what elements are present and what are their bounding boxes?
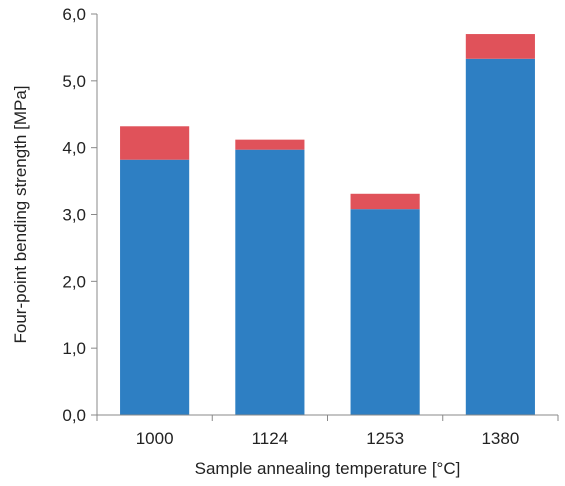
bar-segment-base [465,58,535,416]
bar-segment-base [235,149,305,415]
y-axis-ticks: 0,0 1,0 2,0 3,0 4,0 5,0 6,0 [62,5,97,425]
y-tick-label: 0,0 [62,406,86,425]
bars-layer [120,34,535,416]
bar-segment-top [465,34,535,59]
bar-segment-top [120,126,190,160]
y-tick-label: 2,0 [62,272,86,291]
bar-segment-top [350,193,420,210]
y-tick-label: 5,0 [62,72,86,91]
y-tick-label: 4,0 [62,139,86,158]
bar-segment-base [350,209,420,415]
x-tick-label: 1380 [481,429,519,448]
bar-segment-top [235,139,305,150]
x-axis-title: Sample annealing temperature [°C] [195,459,461,478]
y-tick-label: 6,0 [62,5,86,24]
x-tick-label: 1124 [252,429,289,448]
y-tick-label: 3,0 [62,206,86,225]
bar-segment-base [120,159,190,415]
x-tick-label: 1253 [366,429,404,448]
x-tick-label: 1000 [136,429,174,448]
y-axis-title: Four-point bending strength [MPa] [11,86,30,344]
y-tick-label: 1,0 [62,339,86,358]
x-axis-ticks: 1000 1124 1253 1380 [96,415,559,448]
